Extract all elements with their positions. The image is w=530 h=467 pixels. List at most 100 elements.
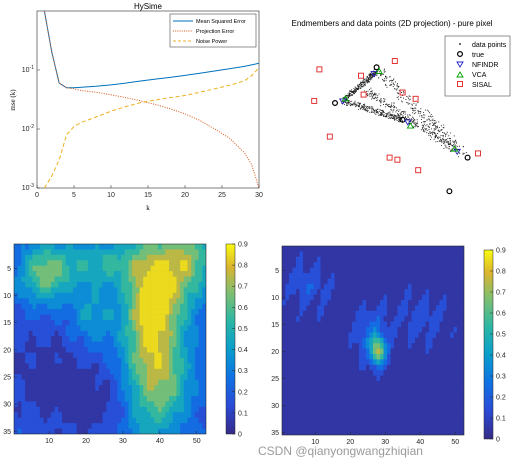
map1-cell [65,325,70,332]
data-point [429,120,431,122]
map1-cell [54,428,59,434]
data-point [446,142,448,144]
map1-cell [117,303,122,310]
map2-cell [334,332,339,339]
data-point [383,100,385,102]
map1-cell [14,390,18,397]
map2-cell [401,283,405,290]
map1-cell [65,309,70,315]
map1-cell [106,271,111,277]
map2-cell [429,283,433,290]
map1-cell [87,282,92,288]
map2-cell [345,278,349,285]
data-point [465,152,467,154]
map2-cell [443,256,447,263]
map1-cell [39,330,44,337]
map1-cell [169,287,174,294]
map1-cell [150,352,155,359]
map1-cell [84,303,89,310]
map1-cell [17,374,22,381]
data-point [360,81,362,83]
data-point [372,111,374,113]
map1-cell [161,325,166,332]
map1-cell [154,244,159,250]
map1-cell [172,374,177,381]
map2-cell [439,391,444,398]
map1-cell [25,417,30,424]
map2-cell [320,375,325,382]
map1-cell [176,379,181,386]
map1-cell [172,363,177,370]
map1-cell [32,423,37,429]
map2-cell [334,413,339,420]
map1-cell [128,352,133,359]
map1-cell [106,385,111,391]
data-point [397,120,399,122]
map2-cell [387,256,391,263]
map1-cell [62,292,66,299]
map2-cell [418,370,423,376]
map1-cell [172,368,177,375]
map1-cell [132,374,137,381]
map2-cell [289,413,293,420]
map2-cell [425,300,430,306]
map1-cell [143,271,148,277]
data-point [452,145,454,147]
map2-cell [404,273,409,279]
map2-cell [376,424,381,430]
data-point [373,98,375,100]
map1-cell [143,287,148,294]
map1-cell [161,406,166,413]
map1-cell [158,412,162,419]
map1-cell [62,260,66,267]
map2-cell [418,289,423,295]
map2-cell [425,278,430,285]
map1-cell [198,396,203,402]
map2-cell [299,246,304,252]
map1-cell [117,379,122,386]
map2-cell [443,289,447,295]
map1-cell [176,303,181,310]
map2-cell [338,386,342,393]
map1-cell [161,401,166,408]
map2-cell [401,262,405,268]
map2-cell [324,278,328,285]
map1-cell [154,406,159,413]
data-point [398,119,400,121]
map2-cell [352,316,356,322]
map2-cell [429,251,433,258]
map1-cell [117,249,122,256]
map1-cell [172,265,177,272]
map2-cell [422,408,426,414]
map1-cell [76,292,81,299]
map2-cell [334,364,339,371]
data-point [379,114,381,116]
map2-cell [359,327,363,333]
map2-cell [380,310,384,317]
map2-cell [443,337,447,344]
map2-cell [401,310,405,317]
map2-cell [366,418,370,425]
map1-cell [98,379,103,386]
map2-cell [296,273,300,279]
map1-cell [62,363,66,370]
data-point [394,81,397,83]
map1-cell [124,320,129,326]
map1-cell [36,401,41,408]
map1-cell [65,314,70,321]
map1-cell [39,352,44,359]
map1-cell [36,309,41,315]
map1-cell [17,412,22,419]
map1-cell [36,249,41,256]
map2-cell [450,429,454,435]
map2-cell [443,294,447,301]
map1-cell [76,417,81,424]
data-point [433,128,435,130]
map2-cell [285,294,290,301]
data-point [389,111,391,113]
map2-cell [415,251,419,258]
map1-cell [187,352,192,359]
map1-cell [80,401,85,408]
map1-cell [121,287,126,294]
map2-cell [383,316,388,322]
